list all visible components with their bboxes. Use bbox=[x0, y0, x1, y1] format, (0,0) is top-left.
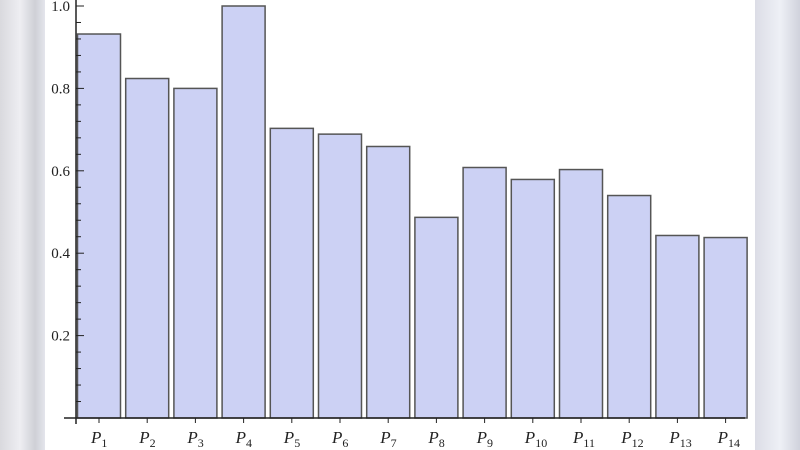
bar-1 bbox=[76, 33, 122, 419]
x-tick-subscript: 1 bbox=[101, 436, 107, 450]
bar-10 bbox=[510, 178, 556, 419]
bar-2 bbox=[124, 77, 170, 419]
x-tick-subscript: 11 bbox=[583, 436, 595, 450]
x-tick-label: P12 bbox=[620, 428, 643, 450]
bar-11 bbox=[558, 168, 604, 419]
x-tick-subscript: 12 bbox=[632, 436, 644, 450]
x-tick-subscript: 14 bbox=[728, 436, 740, 450]
bar-6 bbox=[317, 133, 363, 419]
x-tick-label: P1 bbox=[90, 428, 107, 450]
x-tick-subscript: 3 bbox=[198, 436, 204, 450]
x-tick-label: P9 bbox=[476, 428, 493, 450]
x-tick-subscript: 13 bbox=[680, 436, 692, 450]
x-tick-label: P6 bbox=[331, 428, 348, 450]
y-tick-label: 0.6 bbox=[51, 164, 70, 180]
x-tick-label: P11 bbox=[572, 428, 595, 450]
bar-3 bbox=[173, 87, 218, 419]
x-tick-subscript: 9 bbox=[487, 436, 493, 450]
x-tick-subscript: 8 bbox=[439, 436, 445, 450]
x-tick-label: P8 bbox=[427, 428, 444, 450]
bar-8 bbox=[414, 216, 459, 419]
bar-5 bbox=[269, 127, 315, 419]
bar-12 bbox=[606, 194, 652, 419]
bar-14 bbox=[703, 236, 748, 419]
x-tick-label: P13 bbox=[668, 428, 691, 450]
y-tick-label: 1.0 bbox=[51, 0, 70, 15]
x-tick-label: P14 bbox=[717, 428, 740, 450]
x-tick-subscript: 7 bbox=[391, 436, 397, 450]
x-tick-subscript: 2 bbox=[150, 436, 156, 450]
x-tick-subscript: 10 bbox=[535, 436, 547, 450]
x-tick-label: P5 bbox=[283, 428, 300, 450]
x-tick-subscript: 4 bbox=[246, 436, 252, 450]
x-tick-subscript: 5 bbox=[294, 436, 300, 450]
x-tick-label: P3 bbox=[186, 428, 203, 450]
x-tick-label: P7 bbox=[379, 428, 396, 450]
bar-7 bbox=[365, 145, 411, 419]
bar-13 bbox=[655, 234, 700, 419]
y-tick-label: 0.2 bbox=[51, 329, 70, 345]
x-tick-subscript: 6 bbox=[342, 436, 348, 450]
y-tick-label: 0.8 bbox=[51, 81, 70, 97]
bar-9 bbox=[462, 166, 507, 419]
bar-4 bbox=[221, 5, 266, 419]
x-tick-label: P2 bbox=[138, 428, 155, 450]
y-tick-label: 0.4 bbox=[51, 246, 70, 262]
x-tick-label: P4 bbox=[235, 428, 252, 450]
x-tick-label: P10 bbox=[524, 428, 547, 450]
